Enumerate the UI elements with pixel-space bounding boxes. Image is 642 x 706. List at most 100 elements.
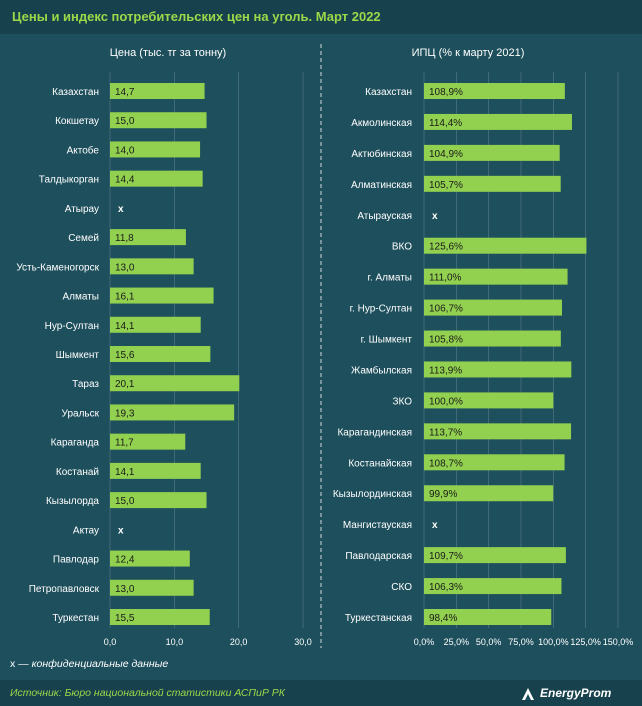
category-label: Караганда xyxy=(51,438,100,449)
category-label: Казахстан xyxy=(52,87,99,98)
category-label: Алматы xyxy=(63,292,100,303)
data-label: х xyxy=(432,520,438,531)
category-label: Казахстан xyxy=(365,87,412,98)
tick-label: 100,0% xyxy=(538,637,569,647)
category-label: Шымкент xyxy=(56,350,100,361)
tick-label: 0,0% xyxy=(414,637,435,647)
category-label: Петропавловск xyxy=(29,584,100,595)
data-label: 15,0 xyxy=(115,496,135,507)
bar xyxy=(110,462,201,479)
data-label: 13,0 xyxy=(115,584,135,595)
brand-name: EnergyProm xyxy=(540,686,612,700)
category-label: ЗКО xyxy=(392,396,412,407)
category-label: Кызылординская xyxy=(333,489,412,500)
data-label: 13,0 xyxy=(115,262,135,273)
bar xyxy=(110,287,214,304)
data-label: 114,4% xyxy=(429,118,462,129)
chart-canvas: Цена (тыс. тг за тонну) 0,0 10,0 20,0 30,0 Ка… xyxy=(16,44,634,648)
panel-title: ИПЦ (% к марту 2021) xyxy=(412,47,525,59)
category-label: Костанай xyxy=(56,467,99,478)
panel-title: Цена (тыс. тг за тонну) xyxy=(110,47,226,59)
bar xyxy=(424,175,561,192)
data-label: х xyxy=(118,204,124,215)
data-label: 14,1 xyxy=(115,467,135,478)
bar xyxy=(424,268,568,285)
bar xyxy=(424,361,572,378)
data-label: 104,9% xyxy=(429,149,463,160)
data-label: 111,0% xyxy=(429,273,462,284)
data-label: 106,7% xyxy=(429,304,463,315)
category-label: Уральск xyxy=(62,408,100,419)
bar xyxy=(110,112,207,129)
category-label: г. Нур-Султан xyxy=(350,304,412,315)
data-label: 15,5 xyxy=(115,613,135,624)
category-label: Акмолинская xyxy=(351,118,412,129)
category-label: Костанайская xyxy=(348,458,412,469)
data-label: 20,1 xyxy=(115,379,135,390)
data-label: 14,4 xyxy=(115,175,135,186)
category-label: Кокшетау xyxy=(55,116,99,127)
category-label: Семей xyxy=(68,233,99,244)
category-label: ВКО xyxy=(392,242,412,253)
bar xyxy=(424,392,554,409)
tick-label: 150,0% xyxy=(603,637,634,647)
data-label: 14,0 xyxy=(115,145,135,156)
category-label: Павлодар xyxy=(53,555,100,566)
category-label: Тараз xyxy=(72,379,99,390)
bar xyxy=(110,258,194,275)
bar xyxy=(424,485,554,502)
page-title: Цены и индекс потребительских цен на уго… xyxy=(12,9,381,24)
bar xyxy=(424,299,562,316)
bar xyxy=(424,578,562,595)
category-label: Кызылорда xyxy=(46,496,99,507)
source-bar xyxy=(0,680,642,706)
category-label: Актобе xyxy=(67,144,100,156)
data-label: 113,7% xyxy=(429,427,462,438)
category-label: Талдыкорган xyxy=(39,175,99,186)
footnote-symbol: х xyxy=(10,658,16,670)
data-label: 106,3% xyxy=(429,582,463,593)
tick-label: 50,0% xyxy=(476,637,502,647)
category-label: Карагандинская xyxy=(337,427,412,438)
bar xyxy=(110,433,186,450)
data-label: 11,8 xyxy=(115,233,134,244)
tick-label: 25,0% xyxy=(444,637,470,647)
data-label: 16,1 xyxy=(115,292,135,303)
bar xyxy=(424,113,572,130)
bar xyxy=(110,316,201,333)
energy-logo-icon xyxy=(522,688,534,700)
data-label: 11,7 xyxy=(115,438,134,449)
category-label: Туркестан xyxy=(52,613,99,624)
category-label: Туркестанская xyxy=(345,613,412,624)
source-text: Источник: Бюро национальной статистики А… xyxy=(10,687,285,699)
footnote: х — конфиденциальные данные xyxy=(10,658,168,670)
data-label: 125,6% xyxy=(429,242,463,253)
bar xyxy=(110,404,235,421)
data-label: 109,7% xyxy=(429,551,463,562)
data-label: 98,4% xyxy=(429,613,457,624)
footnote-text: — конфиденциальные данные xyxy=(15,658,169,670)
data-label: 108,7% xyxy=(429,458,463,469)
data-label: 100,0% xyxy=(429,396,463,407)
bar xyxy=(424,144,560,161)
bar xyxy=(110,550,190,567)
category-label: Атырауская xyxy=(357,211,412,222)
category-label: Павлодарская xyxy=(345,551,412,562)
data-label: 12,4 xyxy=(115,555,135,566)
brand-logo: EnergyProm xyxy=(520,684,630,704)
data-label: 14,7 xyxy=(115,87,135,98)
category-label: Актюбинская xyxy=(351,148,412,160)
data-label: 105,7% xyxy=(429,180,463,191)
bar xyxy=(424,83,565,99)
bar xyxy=(424,330,561,347)
data-label: 105,8% xyxy=(429,335,463,346)
category-label: Атырау xyxy=(65,204,99,215)
data-label: 108,9% xyxy=(429,87,463,98)
data-label: 113,9% xyxy=(429,365,462,376)
data-label: 14,1 xyxy=(115,321,135,332)
data-label: 15,6 xyxy=(115,350,135,361)
bar xyxy=(110,229,186,246)
bar xyxy=(110,170,203,187)
category-label: Алматинская xyxy=(351,180,412,191)
category-label: г. Шымкент xyxy=(361,335,413,346)
